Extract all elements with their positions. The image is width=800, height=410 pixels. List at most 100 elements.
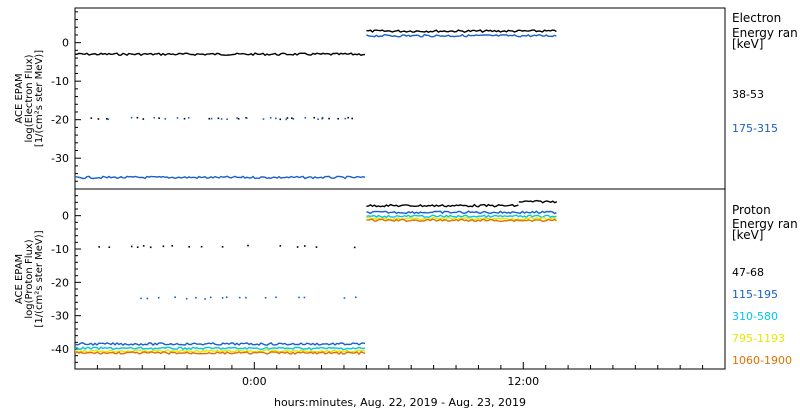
series-point: [237, 118, 240, 120]
series-point: [146, 297, 149, 300]
series-point: [245, 117, 248, 119]
series-point: [142, 245, 145, 247]
series-trace: [74, 175, 366, 180]
electron-legend-title: Electron: [732, 11, 781, 25]
electron-ytick-label: -20: [51, 114, 69, 127]
series-38-53: [74, 29, 557, 121]
series-point: [221, 297, 224, 299]
series-point: [247, 244, 249, 247]
x-axis-label: hours:minutes, Aug. 22, 2019 - Aug. 23, …: [274, 396, 526, 409]
series-point: [157, 296, 160, 299]
series-trace: [366, 203, 519, 208]
series-trace: [366, 29, 557, 33]
series-point: [210, 296, 212, 299]
electron-ytick-label: -10: [51, 75, 69, 88]
legend-label-38-53: 38-53: [732, 88, 764, 101]
series-trace: [518, 199, 558, 204]
series-trace: [74, 351, 366, 356]
proton-ytick-label: 0: [62, 210, 69, 223]
series-point: [174, 296, 176, 298]
series-point: [97, 118, 100, 120]
x-tick-label: 0:00: [242, 375, 267, 388]
electron-ytick-label: 0: [62, 37, 69, 50]
series-point: [107, 118, 110, 121]
series-point: [200, 245, 203, 248]
series-point: [171, 245, 173, 247]
series-point: [208, 117, 211, 120]
series-point: [292, 118, 295, 120]
series-point: [236, 117, 238, 119]
series-point: [304, 117, 307, 119]
legend-label-310-580: 310-580: [732, 310, 778, 323]
series-point: [176, 117, 179, 119]
series-point: [195, 296, 197, 299]
series-trace: [74, 349, 366, 353]
series-point: [153, 116, 155, 119]
legend-label-47-68: 47-68: [732, 266, 764, 279]
series-115-195: [74, 210, 557, 346]
series-point: [304, 245, 306, 247]
proton-ylabel-line: [1/(cm²s ster MeV)]: [34, 230, 45, 327]
electron-legend-title: Energy ran: [732, 26, 798, 40]
series-point: [130, 245, 133, 248]
series-trace: [366, 33, 557, 38]
series-310-580: [74, 214, 557, 351]
series-point: [353, 246, 356, 249]
series-point: [269, 117, 272, 119]
series-point: [225, 296, 228, 298]
series-point: [275, 117, 277, 120]
legend-label-795-1193: 795-1193: [732, 332, 785, 345]
proton-ytick-label: -20: [51, 276, 69, 289]
series-795-1193: [74, 216, 557, 353]
proton-ylabel-line: log(Proton Flux): [24, 239, 35, 318]
series-point: [264, 297, 267, 299]
series-point: [286, 117, 289, 119]
series-point: [285, 118, 287, 121]
series-point: [262, 118, 265, 120]
series-point: [164, 118, 167, 120]
series-point: [355, 296, 357, 299]
electron-ylabel-line: log(Electron Flux): [24, 54, 35, 142]
series-point: [321, 117, 324, 119]
series-point: [298, 296, 300, 299]
series-point: [210, 117, 213, 120]
proton-panel: 0 -10 -20 -30 -40 ACE EPAM log(Proton Flux) [1/…: [14, 188, 798, 370]
series-point: [130, 116, 133, 119]
series-point: [238, 296, 241, 299]
series-point: [204, 298, 206, 300]
series-point: [347, 116, 349, 119]
series-point: [185, 297, 188, 300]
series-point: [98, 246, 100, 248]
series-47-68: [98, 199, 558, 249]
series-175-315: [74, 33, 557, 180]
series-point: [108, 246, 111, 248]
series-point: [245, 296, 247, 299]
proton-ytick-label: -10: [51, 243, 69, 256]
series-point: [162, 245, 165, 248]
legend-label-175-315: 175-315: [732, 122, 778, 135]
proton-ytick-label: -40: [51, 343, 69, 356]
series-point: [90, 117, 93, 119]
series-point: [313, 116, 315, 119]
series-point: [303, 296, 306, 299]
series-point: [337, 117, 339, 120]
series-trace: [366, 210, 557, 215]
x-axis: 0:00 12:00: [74, 362, 726, 388]
series-point: [187, 117, 190, 119]
series-trace: [74, 341, 366, 346]
series-point: [142, 118, 145, 120]
series-point: [279, 245, 282, 247]
electron-ylabel-line: [1/(cm²s ster MeV)]: [34, 50, 45, 147]
proton-ylabel-line: ACE EPAM: [14, 254, 25, 304]
proton-legend-title: [keV]: [732, 228, 763, 242]
series-point: [221, 246, 224, 248]
series-point: [275, 296, 277, 299]
series-point: [328, 117, 330, 120]
electron-legend-title: [keV]: [732, 37, 763, 51]
legend-label-1060-1900: 1060-1900: [732, 354, 792, 367]
series-1060-1900: [74, 218, 557, 356]
series-point: [106, 118, 108, 120]
series-trace: [74, 52, 366, 57]
